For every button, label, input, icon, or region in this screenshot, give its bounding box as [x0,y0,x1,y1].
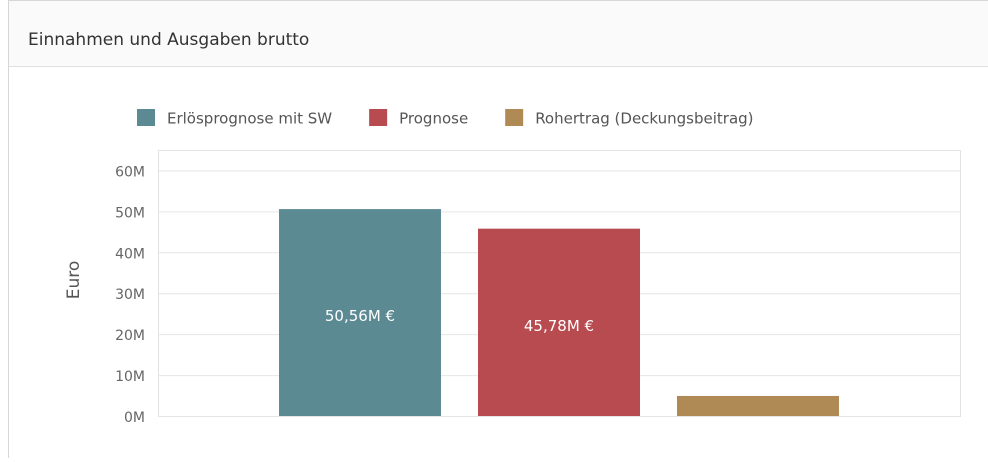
y-tick-label: 50M [115,205,145,221]
legend-swatch [137,109,155,126]
bar [677,396,839,416]
data-label: 45,78M € [524,317,594,335]
y-tick-label: 40M [115,246,145,262]
legend-label: Prognose [399,110,468,128]
panel-title: Einnahmen und Ausgaben brutto [28,30,309,50]
y-tick-label: 60M [115,164,145,180]
y-tick-label: 10M [115,369,145,385]
legend-swatch [505,109,523,126]
y-axis-label: Euro [64,261,84,300]
y-tick-label: 0M [124,410,145,426]
legend-label: Erlösprognose mit SW [167,110,332,128]
legend-label: Rohertrag (Deckungsbeitrag) [535,110,753,128]
y-tick-label: 30M [115,287,145,303]
data-label: 50,56M € [325,307,395,325]
legend-swatch [369,109,387,126]
y-tick-label: 20M [115,328,145,344]
